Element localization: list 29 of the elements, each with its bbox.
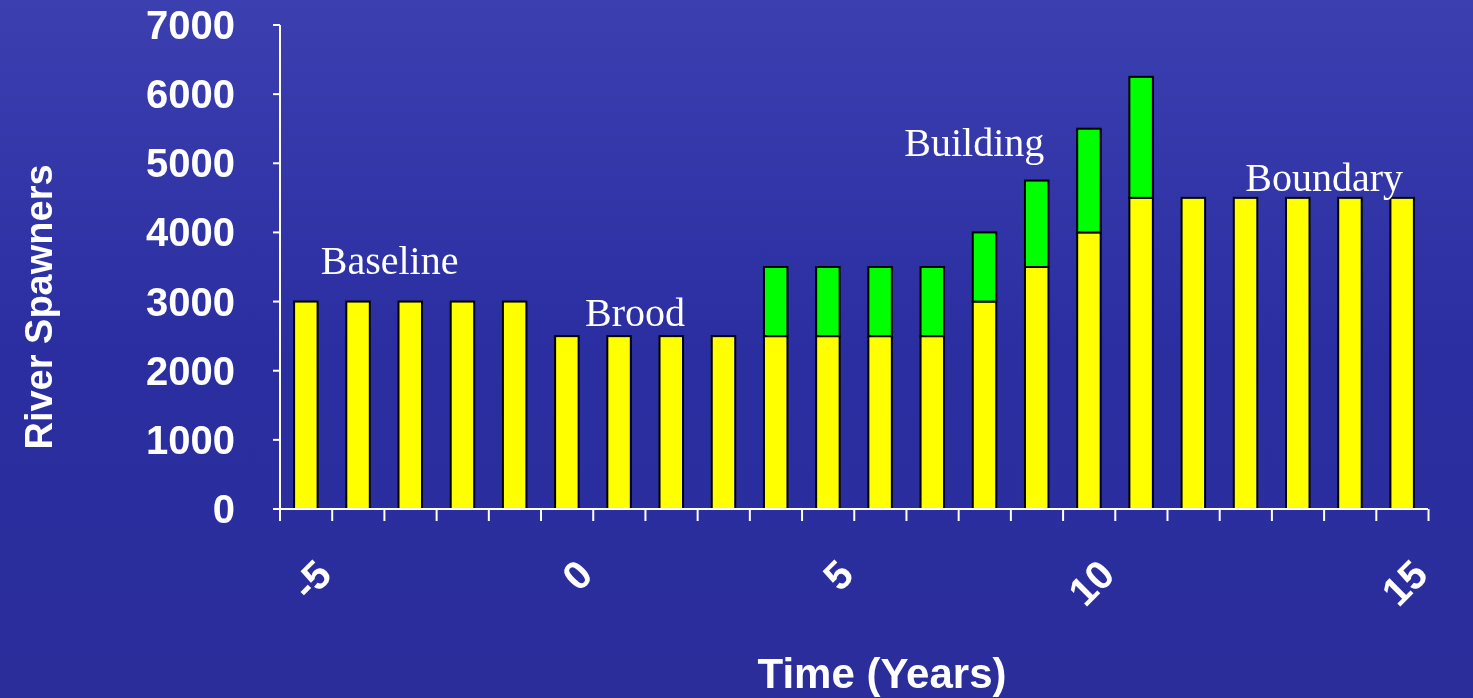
y-tick-label: 2000 (146, 348, 235, 393)
y-axis-title: River Spawners (18, 164, 60, 450)
bar (501, 300, 528, 510)
bar (345, 300, 371, 510)
x-tick-label: 0 (553, 551, 601, 599)
annotation: Baseline (320, 237, 459, 283)
x-tick-label: 10 (1059, 551, 1123, 615)
annotation: Boundary (1245, 154, 1403, 200)
y-tick-label: 5000 (146, 141, 235, 186)
annotation: Brood (585, 289, 685, 335)
y-tick-label: 7000 (146, 3, 235, 47)
bar (710, 335, 737, 510)
x-tick-label: -5 (283, 551, 340, 608)
bar (397, 300, 423, 510)
bar (658, 335, 685, 510)
y-tick-label: 0 (212, 487, 235, 531)
x-tick-label: 15 (1373, 551, 1436, 615)
y-tick-label: 3000 (146, 279, 235, 324)
bar (606, 335, 632, 510)
x-tick-label: 5 (814, 551, 862, 599)
y-tick-label: 6000 (146, 72, 235, 117)
x-axis-title: Time (Years) (757, 650, 1007, 697)
bar (293, 300, 319, 510)
bar (554, 335, 580, 510)
bar (1180, 196, 1207, 510)
bar (449, 300, 476, 510)
annotation: Building (904, 120, 1045, 166)
y-tick-label: 1000 (146, 417, 235, 462)
y-tick-label: 4000 (146, 210, 235, 255)
